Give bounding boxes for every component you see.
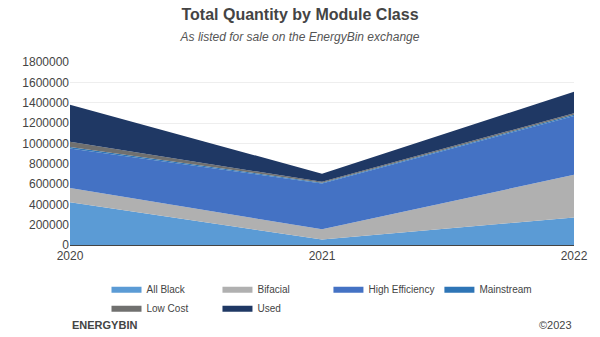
- svg-text:ENERGYBIN: ENERGYBIN: [72, 319, 137, 331]
- svg-text:600000: 600000: [29, 177, 69, 191]
- svg-text:All Black: All Black: [147, 284, 186, 295]
- svg-text:Used: Used: [257, 303, 280, 314]
- svg-text:2021: 2021: [309, 249, 336, 263]
- svg-text:2022: 2022: [561, 249, 588, 263]
- svg-text:©2023: ©2023: [539, 319, 572, 331]
- svg-text:1000000: 1000000: [22, 137, 69, 151]
- svg-text:1800000: 1800000: [22, 55, 69, 69]
- svg-text:400000: 400000: [29, 198, 69, 212]
- svg-text:Low Cost: Low Cost: [147, 303, 189, 314]
- svg-text:High Efficiency: High Efficiency: [368, 284, 434, 295]
- svg-text:Bifacial: Bifacial: [257, 284, 289, 295]
- svg-text:1400000: 1400000: [22, 96, 69, 110]
- svg-text:800000: 800000: [29, 157, 69, 171]
- svg-text:Mainstream: Mainstream: [479, 284, 531, 295]
- svg-text:2020: 2020: [57, 249, 84, 263]
- svg-text:200000: 200000: [29, 218, 69, 232]
- svg-text:1200000: 1200000: [22, 116, 69, 130]
- svg-text:0: 0: [62, 238, 69, 252]
- svg-text:Total Quantity by Module Class: Total Quantity by Module ClassAs listed …: [180, 6, 420, 44]
- svg-text:1600000: 1600000: [22, 76, 69, 90]
